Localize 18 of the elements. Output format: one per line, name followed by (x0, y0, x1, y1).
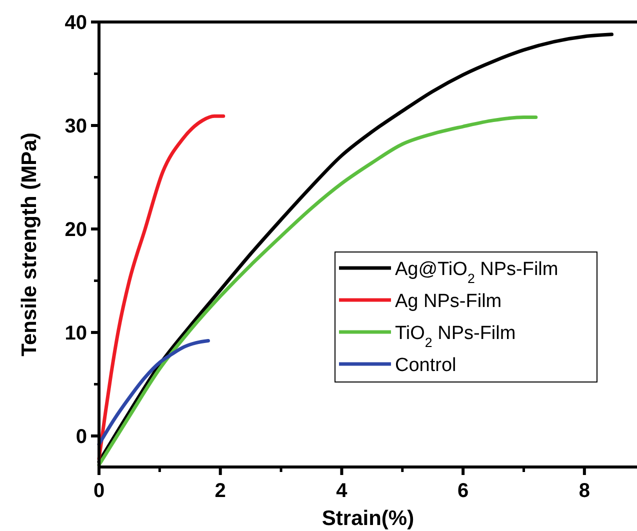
y-tick-label: 40 (64, 12, 87, 34)
x-tick-label: 4 (336, 480, 348, 502)
x-tick-label: 2 (214, 480, 226, 502)
x-axis-title: Strain(%) (322, 507, 414, 530)
x-tick-label: 0 (93, 480, 105, 502)
y-tick-label: 0 (76, 426, 87, 448)
legend-label: Ag@TiO$_{2}$ NPs-Film (395, 259, 558, 286)
x-tick-label: 6 (458, 480, 469, 502)
legend-label: TiO$_{2}$ NPs-Film (395, 323, 516, 350)
line-series (97, 114, 226, 460)
legend-label: Ag NPs-Film (395, 291, 502, 312)
x-tick-label: 8 (578, 480, 590, 502)
y-tick-label: 20 (64, 218, 87, 241)
y-axis-title: Tensile strength (MPa) (18, 132, 41, 356)
y-tick-label: 10 (64, 322, 87, 344)
line-series (97, 338, 210, 446)
legend-label: Control (395, 355, 456, 376)
y-tick-label: 30 (64, 115, 87, 138)
